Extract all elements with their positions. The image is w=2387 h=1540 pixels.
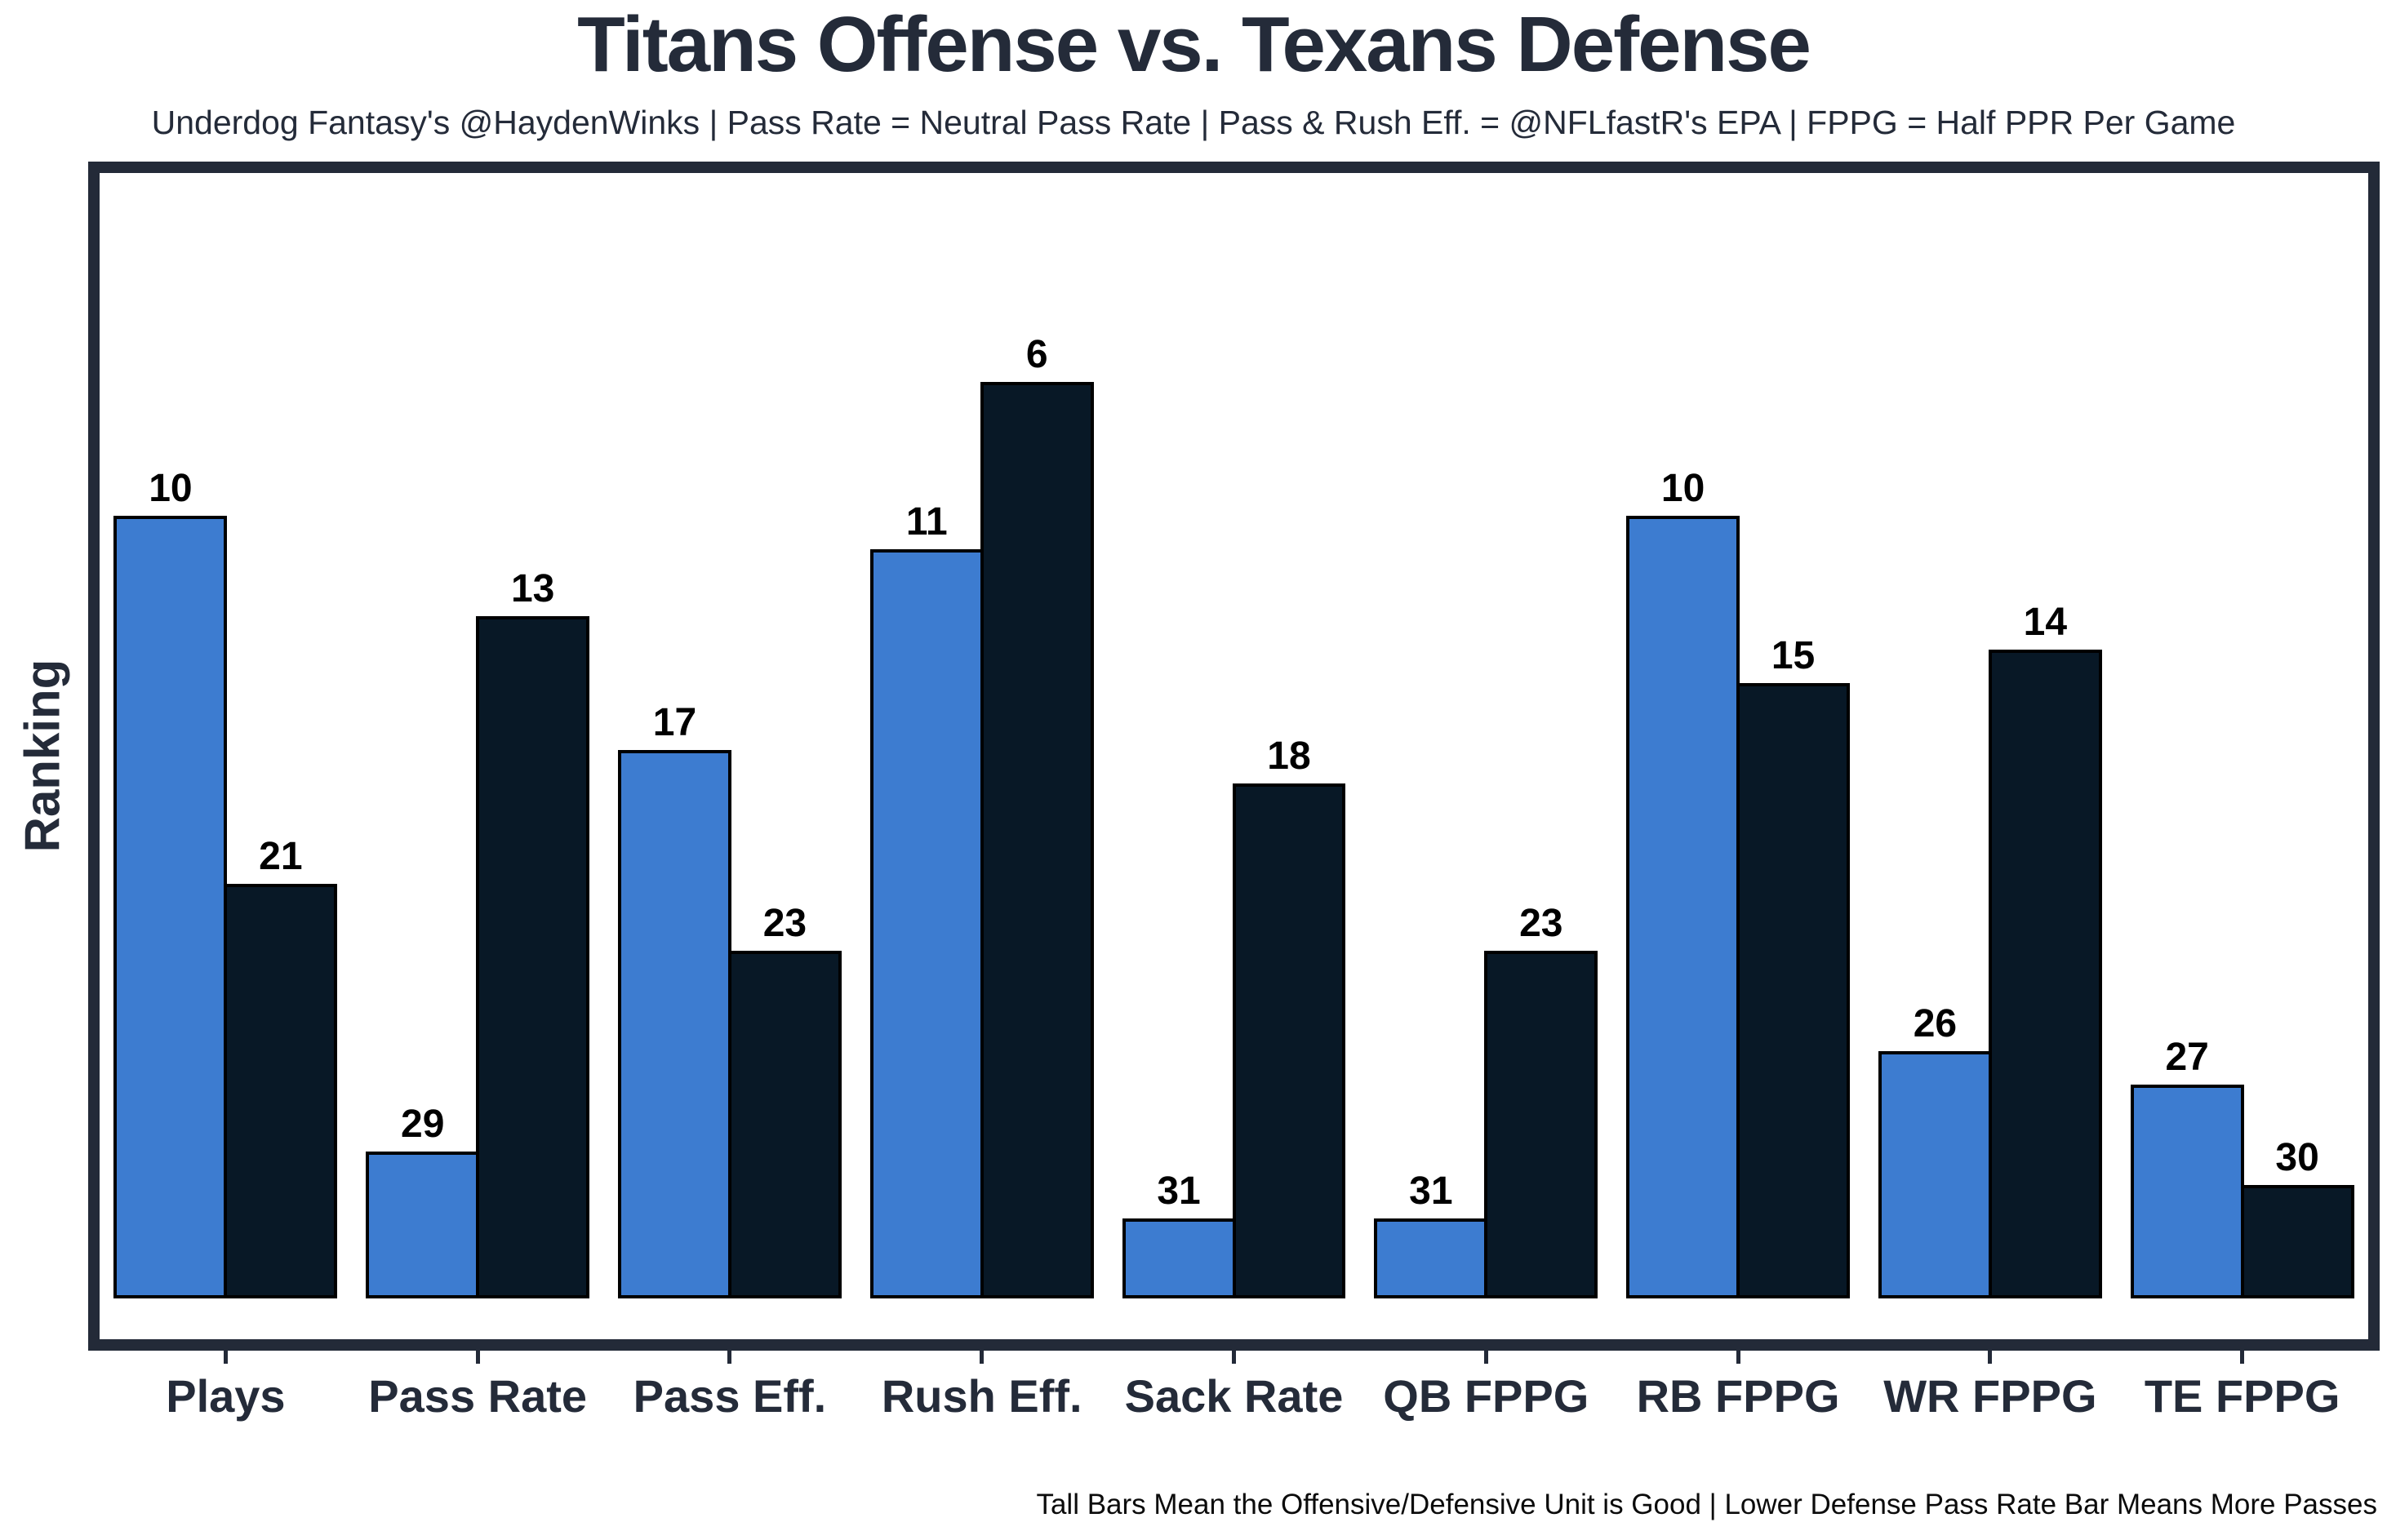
bar-with-label: 11: [869, 500, 984, 1298]
x-axis-label: RB FPPG: [1636, 1370, 1840, 1422]
bar-group: 17 23: [604, 703, 856, 1298]
x-axis: Plays Pass Rate Pass Eff. Rush Eff. Sack Rat…: [88, 1351, 2380, 1419]
bar-with-label: 14: [1988, 601, 2102, 1298]
titans-offense-bar: [113, 516, 228, 1298]
bar-with-label: 26: [1878, 1005, 1992, 1298]
texans-defense-bar: [2240, 1185, 2354, 1298]
bar-group: 29 13: [352, 570, 604, 1298]
x-axis-cell: Plays: [100, 1351, 352, 1419]
titans-offense-bar: [1374, 1218, 1488, 1298]
bar-value-label: 27: [2165, 1036, 2209, 1079]
x-axis-cell: Pass Eff.: [604, 1351, 856, 1419]
bar-value-label: 30: [2275, 1136, 2319, 1179]
x-axis-cell: TE FPPG: [2116, 1351, 2368, 1419]
bar-with-label: 21: [224, 835, 338, 1298]
titans-offense-bar: [618, 750, 731, 1298]
x-axis-label: Pass Eff.: [633, 1370, 827, 1422]
x-axis-label: Pass Rate: [368, 1370, 588, 1422]
bar-group: 31 23: [1360, 904, 1612, 1298]
bar-with-label: 31: [1122, 1172, 1236, 1298]
bar-value-label: 13: [510, 567, 555, 610]
texans-defense-bar: [1484, 951, 1598, 1298]
bar-value-label: 10: [149, 467, 193, 510]
x-axis-tick: [1483, 1351, 1488, 1364]
x-axis-cell: WR FPPG: [1864, 1351, 2116, 1419]
bar-value-label: 23: [762, 902, 807, 945]
x-axis-tick: [1232, 1351, 1237, 1364]
bar-with-label: 30: [2240, 1136, 2354, 1298]
bar-with-label: 13: [476, 567, 590, 1298]
texans-defense-bar: [224, 884, 338, 1298]
x-axis-tick: [2240, 1351, 2245, 1364]
bar-with-label: 23: [727, 902, 842, 1298]
bar-value-label: 14: [2023, 601, 2068, 644]
x-axis-label: Plays: [166, 1370, 286, 1422]
bar-value-label: 10: [1660, 467, 1705, 510]
chart-title: Titans Offense vs. Texans Defense: [577, 1, 1811, 88]
bar-group: 11 6: [856, 335, 1108, 1298]
x-axis-label: TE FPPG: [2144, 1370, 2340, 1422]
titans-offense-bar: [869, 549, 984, 1298]
x-axis-cell: RB FPPG: [1612, 1351, 1865, 1419]
bar-with-label: 31: [1374, 1169, 1488, 1298]
x-axis-tick: [980, 1351, 985, 1364]
x-axis-cell: Rush Eff.: [856, 1351, 1108, 1419]
bar-with-label: 18: [1232, 734, 1346, 1298]
titans-offense-bar: [366, 1152, 480, 1298]
bar-value-label: 6: [1025, 333, 1048, 376]
bar-value-label: 29: [401, 1103, 445, 1146]
x-axis-tick: [223, 1351, 228, 1364]
texans-defense-bar: [1988, 650, 2102, 1298]
titans-offense-bar: [2130, 1085, 2244, 1298]
chart-subtitle: Underdog Fantasy's @HaydenWinks | Pass R…: [151, 104, 2236, 141]
bar-value-label: 17: [652, 701, 697, 744]
footer-note: Tall Bars Mean the Offensive/Defensive U…: [1036, 1489, 2377, 1520]
bar-group: 27 30: [2116, 1038, 2368, 1298]
x-axis-cell: Pass Rate: [352, 1351, 604, 1419]
bar-value-label: 26: [1913, 1002, 1958, 1045]
texans-defense-bar: [1232, 783, 1346, 1298]
bar-with-label: 10: [1626, 469, 1740, 1298]
bar-with-label: 23: [1484, 904, 1598, 1298]
bar-with-label: 29: [366, 1103, 480, 1298]
texans-defense-bar: [727, 951, 842, 1298]
x-axis-cell: Sack Rate: [1108, 1351, 1360, 1419]
plot-area: 10 21 29 13 17 23 11 6 31 18 31 23 10 15 26 14 27 30: [88, 162, 2380, 1351]
bar-value-label: 31: [1409, 1169, 1453, 1213]
x-axis-tick: [1736, 1351, 1740, 1364]
bar-group: 26 14: [1864, 603, 2116, 1298]
x-axis-tick: [475, 1351, 480, 1364]
x-axis-label: QB FPPG: [1383, 1370, 1589, 1422]
x-axis-cell: QB FPPG: [1360, 1351, 1612, 1419]
texans-defense-bar: [980, 382, 1094, 1298]
bar-group: 10 21: [100, 469, 352, 1298]
bar-value-label: 11: [905, 500, 948, 544]
x-axis-label: Sack Rate: [1124, 1370, 1344, 1422]
bar-value-label: 23: [1519, 902, 1563, 945]
y-axis-label: Ranking: [15, 659, 70, 853]
bar-group: 31 18: [1108, 737, 1360, 1298]
texans-defense-bar: [476, 616, 590, 1298]
x-axis-tick: [727, 1351, 732, 1364]
bar-group: 10 15: [1612, 469, 1865, 1298]
bar-with-label: 27: [2130, 1036, 2244, 1298]
bar-value-label: 18: [1267, 734, 1311, 778]
x-axis-label: WR FPPG: [1883, 1370, 2097, 1422]
bar-with-label: 15: [1736, 634, 1851, 1298]
bars-container: 10 21 29 13 17 23 11 6 31 18 31 23 10 15 26 14 27 30: [100, 173, 2368, 1339]
bar-with-label: 10: [113, 467, 228, 1298]
bar-with-label: 17: [618, 703, 731, 1298]
x-axis-label: Rush Eff.: [881, 1370, 1082, 1422]
titans-offense-bar: [1122, 1218, 1236, 1298]
titans-offense-bar: [1878, 1051, 1992, 1298]
bar-value-label: 21: [259, 835, 303, 878]
x-axis-tick: [1988, 1351, 1993, 1364]
bar-with-label: 6: [980, 335, 1094, 1298]
titans-offense-bar: [1626, 516, 1740, 1298]
bar-value-label: 15: [1771, 634, 1816, 677]
texans-defense-bar: [1736, 683, 1851, 1298]
bar-value-label: 31: [1157, 1169, 1201, 1213]
